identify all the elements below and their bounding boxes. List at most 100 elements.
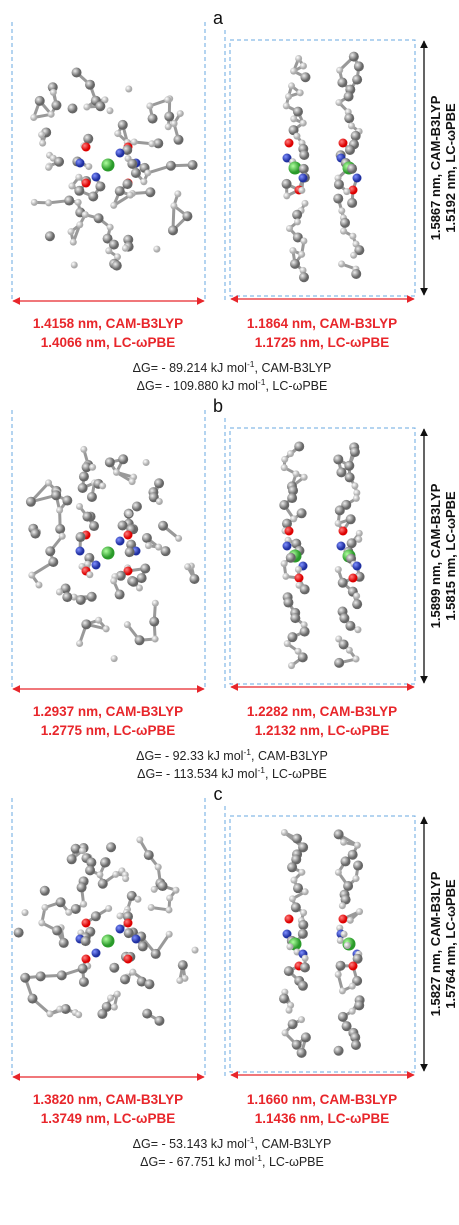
atom xyxy=(30,198,38,206)
atom xyxy=(118,454,129,465)
atom xyxy=(81,178,91,188)
atom xyxy=(30,113,38,121)
atom xyxy=(80,445,88,453)
atom xyxy=(284,914,294,924)
atom xyxy=(110,655,118,663)
atom xyxy=(84,552,95,563)
width-label: 1.3820 nm, CAM-B3LYP xyxy=(33,1092,183,1107)
atom xyxy=(128,478,136,486)
atom xyxy=(301,199,309,207)
atom xyxy=(343,881,354,892)
atom xyxy=(170,120,178,128)
energy-text: ΔG= - 92.33 kJ mol xyxy=(136,749,243,763)
atom xyxy=(77,482,88,493)
atom xyxy=(81,954,91,964)
atom xyxy=(38,919,46,927)
atom xyxy=(352,561,362,571)
atom xyxy=(337,77,348,88)
atom xyxy=(60,1004,71,1015)
atom xyxy=(298,163,309,174)
atom xyxy=(285,1006,293,1014)
atom xyxy=(21,909,29,917)
atom xyxy=(286,943,294,951)
atom xyxy=(333,179,344,190)
atom xyxy=(97,1008,108,1019)
atom xyxy=(146,102,154,110)
atom xyxy=(115,924,125,934)
atom xyxy=(56,506,64,514)
atom xyxy=(343,942,351,950)
atom xyxy=(340,856,351,867)
atom xyxy=(123,928,134,939)
atom xyxy=(80,936,91,947)
atom xyxy=(166,894,174,902)
atom xyxy=(109,962,120,973)
atom xyxy=(67,228,75,236)
atom xyxy=(290,67,298,75)
atom xyxy=(184,563,192,571)
atom xyxy=(299,584,310,595)
width-label: 1.1725 nm, LC-ωPBE xyxy=(255,335,389,350)
atom xyxy=(290,613,301,624)
atom xyxy=(150,948,161,959)
atom xyxy=(282,572,290,580)
atom xyxy=(89,463,97,471)
atom xyxy=(154,863,162,871)
atom xyxy=(110,577,118,585)
atom xyxy=(69,238,77,246)
atom xyxy=(345,620,356,631)
atom xyxy=(20,972,31,983)
atom xyxy=(78,976,89,987)
atom xyxy=(287,632,298,643)
height-label: 1.5827 nm, CAM-B3LYP xyxy=(428,871,443,1016)
atom xyxy=(167,225,178,236)
atom xyxy=(75,594,86,605)
atom xyxy=(297,928,308,939)
atom xyxy=(338,987,346,995)
atom xyxy=(299,962,310,973)
atom xyxy=(122,179,133,190)
atom xyxy=(101,158,115,172)
atom xyxy=(116,912,124,920)
atom xyxy=(66,854,77,865)
atom xyxy=(81,462,92,473)
atom xyxy=(191,946,199,954)
atom xyxy=(62,495,73,506)
height-label: 1.5815 nm, LC-ωPBE xyxy=(443,491,458,621)
atom xyxy=(122,875,130,883)
atom xyxy=(110,1003,118,1011)
atom xyxy=(283,966,294,977)
atom xyxy=(135,584,143,592)
atom xyxy=(347,849,358,860)
atom xyxy=(76,882,87,893)
atom xyxy=(164,123,172,131)
atom xyxy=(290,876,298,884)
atom xyxy=(112,870,120,878)
atom xyxy=(298,842,309,853)
atom xyxy=(55,897,66,908)
atom xyxy=(130,138,138,146)
atom xyxy=(78,847,86,855)
atom xyxy=(104,457,115,468)
atom xyxy=(83,133,94,144)
atom xyxy=(142,1008,153,1019)
atom xyxy=(334,566,342,574)
atom xyxy=(340,930,348,938)
atom xyxy=(292,833,303,844)
atom xyxy=(348,1007,356,1015)
atom xyxy=(340,227,348,235)
atom xyxy=(287,493,298,504)
atom xyxy=(144,542,152,550)
atom xyxy=(300,237,308,245)
atom xyxy=(39,139,47,147)
atom xyxy=(134,895,142,903)
atom xyxy=(288,125,299,136)
width-label: 1.4158 nm, CAM-B3LYP xyxy=(33,316,183,331)
atom xyxy=(287,1019,298,1030)
atom xyxy=(353,841,361,849)
atom xyxy=(35,971,46,982)
atom xyxy=(291,854,302,865)
atom xyxy=(300,1032,311,1043)
energy-method: , CAM-B3LYP xyxy=(255,361,332,375)
atom xyxy=(120,974,131,985)
